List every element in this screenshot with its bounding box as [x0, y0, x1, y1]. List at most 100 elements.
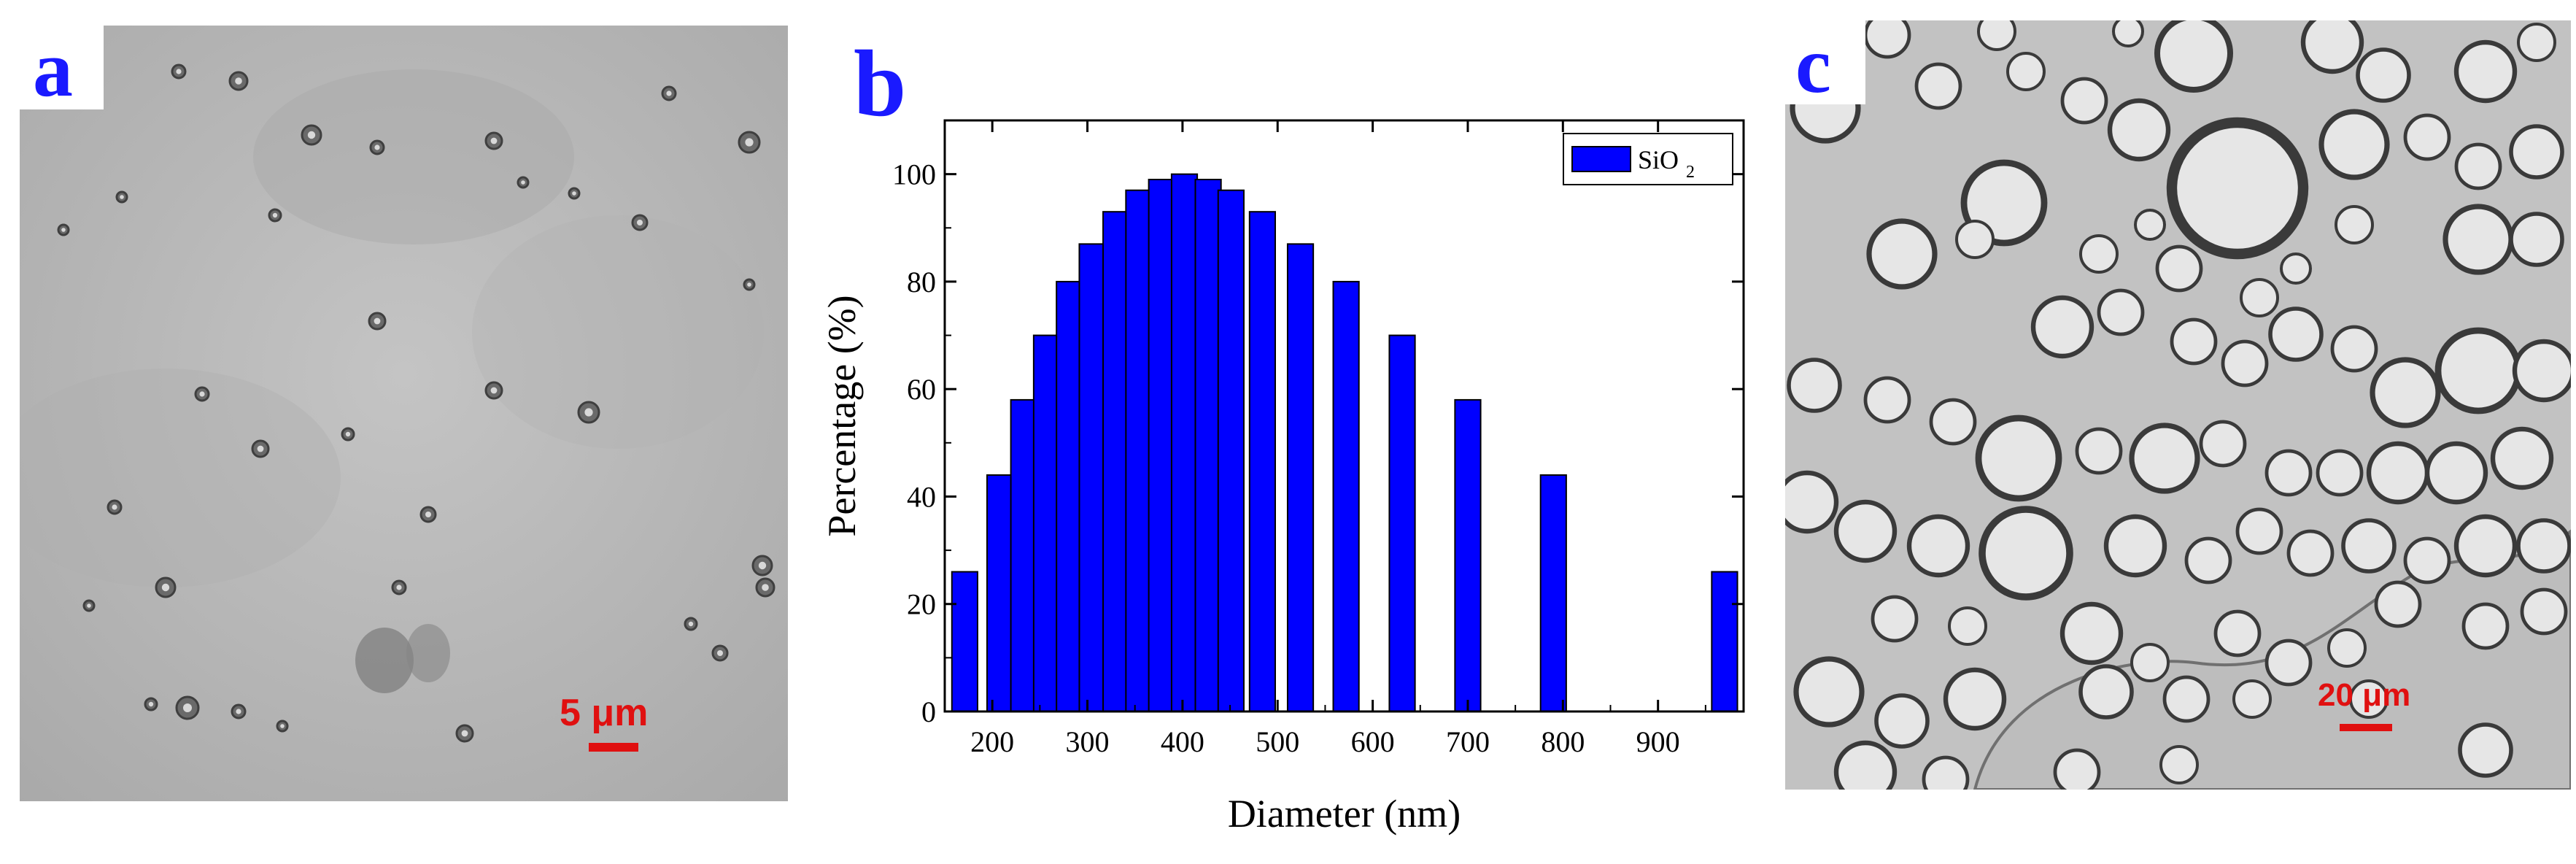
droplet-c: [2221, 339, 2269, 387]
droplet-c: [1975, 414, 2062, 502]
droplet-c: [2509, 124, 2564, 180]
particle-a-center: [584, 408, 593, 417]
particle-a-center: [61, 228, 66, 232]
particle-a-center: [745, 138, 754, 147]
droplet-c: [1906, 514, 1970, 578]
droplet-c: [2213, 609, 2262, 657]
histogram-bar: [1454, 398, 1482, 713]
chart-panel-b: b 0 20 40 60 80 100 200 300 400 500 600 700 800 900 Di…: [802, 0, 1773, 860]
particle-a-center: [183, 703, 192, 712]
droplet-c: [1785, 470, 1839, 534]
droplet-c: [2286, 529, 2335, 577]
panel-c-letter-box: [1785, 20, 1865, 104]
droplet-c: [2424, 441, 2488, 505]
x-tick-label: 300: [1066, 725, 1110, 758]
droplet-c: [2454, 142, 2502, 190]
droplet-c: [2059, 601, 2124, 666]
histogram-bar: [1148, 179, 1175, 712]
micrograph-a-image: [20, 26, 788, 801]
particle-a-center: [307, 131, 316, 139]
x-tick-label: 500: [1256, 725, 1299, 758]
particle-a-center: [572, 191, 576, 196]
droplet-c: [2341, 518, 2397, 574]
droplet-c: [1866, 218, 1938, 290]
droplet-c: [2268, 306, 2324, 362]
panel-a-letter: a: [33, 26, 73, 113]
particle-a-center: [235, 77, 242, 85]
droplet-c: [2129, 423, 2200, 494]
histogram-bar: [1332, 280, 1360, 712]
droplet-c: [1955, 220, 1995, 259]
droplet-c: [1863, 376, 1911, 424]
x-tick-label: 700: [1446, 725, 1490, 758]
droplet-c: [2199, 420, 2247, 468]
particle-a-center: [199, 391, 205, 397]
droplet-c: [2403, 536, 2451, 585]
x-tick-label: 900: [1636, 725, 1680, 758]
droplet-c: [2112, 20, 2144, 47]
scale-bar-label-c: 20 μm: [2318, 677, 2411, 713]
particle-a-center: [637, 220, 643, 225]
droplet-c: [1948, 606, 1987, 646]
droplet-c: [2078, 664, 2134, 720]
droplet-c: [2030, 295, 2095, 359]
droplet-c: [2162, 675, 2211, 723]
histogram-bar: [1078, 243, 1106, 712]
particle-a-center: [112, 504, 117, 510]
scale-bar-a: [589, 743, 638, 752]
droplet-c: [1977, 20, 2016, 51]
droplet-c: [2107, 98, 2171, 162]
particle-a-center: [280, 724, 285, 728]
y-tick-label: 0: [921, 695, 936, 728]
droplet-c: [1793, 656, 1865, 728]
particle-a-center: [490, 137, 498, 144]
droplet-c: [2370, 357, 2441, 428]
droplet-c: [1922, 755, 1970, 790]
histogram-bar: [1102, 211, 1130, 712]
y-tick-label: 100: [892, 158, 936, 191]
droplet-c: [2280, 252, 2312, 285]
histogram-bar: [1711, 571, 1738, 713]
droplet-c: [2327, 628, 2367, 668]
histogram-bar: [1286, 243, 1315, 712]
particle-a-center: [374, 317, 381, 325]
particle-a-center: [521, 180, 525, 185]
plot-frame: [943, 119, 1745, 713]
droplet-c: [2264, 449, 2313, 497]
panel-a-letter-box: [20, 26, 104, 109]
x-tick-label: 800: [1541, 725, 1585, 758]
droplet-c: [2075, 427, 2123, 475]
droplet-c: [2403, 113, 2451, 161]
droplet-c: [2155, 244, 2203, 293]
particle-a-center: [161, 583, 170, 592]
y-tick-label: 20: [907, 588, 936, 621]
droplet-c: [2458, 722, 2513, 778]
droplet-c: [2461, 602, 2510, 650]
droplet-c: [2079, 234, 2119, 274]
droplet-c: [2154, 20, 2233, 93]
particle-a-center: [490, 387, 498, 394]
particle-a-center: [747, 282, 751, 287]
histogram-bar: [1539, 474, 1567, 712]
particle-a-center: [257, 445, 264, 452]
droplet-c: [2453, 514, 2518, 578]
particle-a-center: [120, 195, 124, 199]
diameter-histogram-chart: 0 20 40 60 80 100 200 300 400 500 600 700 800 900 Diam…: [820, 119, 1745, 836]
particle-a-center: [345, 431, 351, 437]
legend-label: SiO: [1638, 145, 1679, 174]
legend-swatch: [1571, 146, 1631, 172]
droplet-c: [1943, 667, 2007, 731]
y-axis-label: Percentage (%): [820, 295, 864, 536]
droplet-c: [2349, 679, 2389, 719]
x-tick-label: 200: [970, 725, 1014, 758]
particle-a-center: [688, 621, 694, 627]
x-axis-label: Diameter (nm): [1228, 792, 1461, 836]
droplet-c: [2166, 117, 2309, 260]
droplet-c: [2490, 426, 2554, 490]
histogram-bar: [1217, 189, 1245, 712]
droplet-c: [2235, 507, 2283, 555]
droplet-c: [2509, 212, 2564, 267]
droplet-c: [1787, 358, 1842, 413]
histogram-bar: [986, 474, 1014, 712]
droplet-c: [2053, 748, 2101, 790]
